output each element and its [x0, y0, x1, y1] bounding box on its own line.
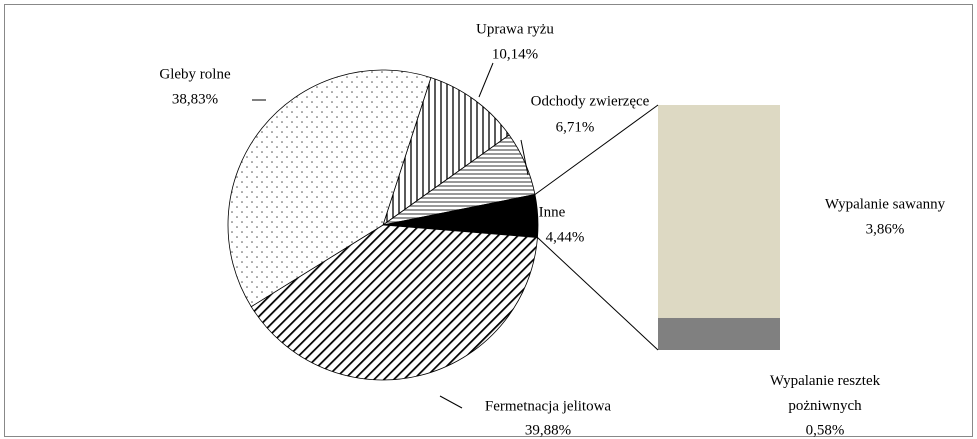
bar-value-label: 0,58% [806, 422, 845, 438]
slice-value-label: 4,44% [546, 229, 585, 245]
leader-line [439, 395, 463, 409]
slice-label: Uprawa ryżu [476, 21, 554, 37]
slice-label: Gleby rolne [159, 66, 231, 82]
pie-slice [382, 77, 510, 227]
connector [534, 104, 659, 195]
slice-value-label: 39,88% [525, 422, 571, 438]
pie-slice [250, 224, 538, 381]
leader-line [520, 139, 529, 176]
bar-segment [658, 317, 780, 350]
slice-label: Fermetnacja jelitowa [485, 398, 612, 414]
slice-value-label: 10,14% [492, 46, 538, 62]
leader-line [478, 62, 494, 98]
bar-segment [658, 105, 780, 318]
slice-label: Inne [539, 204, 566, 220]
bar-value-label: 3,86% [866, 221, 905, 237]
bar-label: Wypalanie sawanny [825, 196, 946, 212]
bar-label: Wypalanie resztek pożniwnych [770, 373, 881, 414]
slice-value-label: 6,71% [556, 119, 595, 135]
connector [537, 237, 659, 351]
pie-slice [227, 69, 432, 308]
slice-value-label: 38,83% [172, 91, 218, 107]
slice-label: Odchody zwierzęce [531, 93, 650, 109]
plot: Uprawa ryżu 10,14% Odchody zwierzęce 6,71% I… [159, 21, 945, 438]
